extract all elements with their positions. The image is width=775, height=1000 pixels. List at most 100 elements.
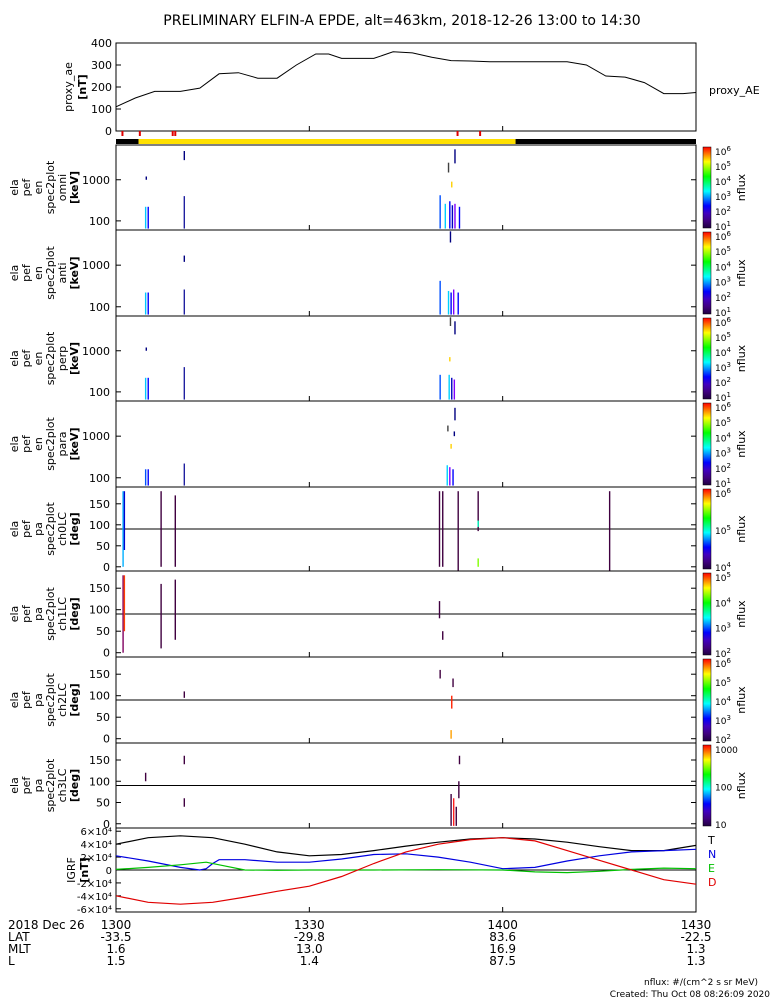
- colorbar-tick-exp: 1: [726, 477, 730, 485]
- y-tick-label: 0: [105, 125, 112, 138]
- y-axis-label-line: pa: [32, 522, 45, 536]
- colorbar-tick-exp: 5: [726, 245, 730, 253]
- colorbar-tick-exp: 6: [726, 145, 731, 153]
- colorbar-label: nflux: [735, 515, 748, 543]
- science-zone-bar: [116, 131, 696, 144]
- y-tick-label: 100: [89, 215, 110, 228]
- y-axis-label-line: pef: [20, 178, 33, 197]
- colorbar-label: nflux: [735, 430, 748, 458]
- colorbar-tick-exp: 3: [726, 361, 730, 369]
- colorbar-tick-label: 104: [715, 260, 731, 273]
- time-tick-label: 1400: [487, 918, 518, 932]
- y-axis-label-line: ch2LC: [56, 683, 69, 717]
- colorbar-tick-exp: 5: [726, 524, 730, 532]
- colorbar-tick-exp: 2: [726, 205, 730, 213]
- colorbar-tick-label: 102: [715, 462, 731, 475]
- y-axis-label-line: [deg]: [68, 597, 81, 630]
- y-tick-label: 50: [96, 797, 110, 810]
- ephemeris-value: -33.5: [100, 930, 131, 944]
- colorbar-tick-label: 103: [715, 276, 731, 289]
- colorbar-tick-exp: 6: [726, 316, 731, 324]
- colorbar-tick-exp: 2: [726, 647, 730, 655]
- y-axis-label-line: spec2plot: [44, 587, 57, 641]
- y-axis-label-line: pef: [20, 690, 33, 709]
- colorbar-tick-exp: 2: [726, 733, 730, 741]
- colorbar-tick-label: 104: [715, 175, 731, 188]
- legend-label: E: [708, 862, 715, 875]
- ephemeris-row-label: L: [8, 954, 15, 968]
- colorbar-tick-exp: 5: [726, 331, 730, 339]
- y-tick-label: 0: [103, 561, 110, 574]
- spectrogram-panel-spec-pa-ch2LC: 0 50 100 150 ela pef pa spec2plot ch2LC [deg] 102 1…: [8, 656, 748, 746]
- colorbar-tick-label: 104: [715, 431, 731, 444]
- ephemeris-table: 2018 Dec 26 LAT -33.5 -29.8 83.6 -22.5 MLT 1.6…: [8, 918, 712, 968]
- colorbar: [702, 146, 712, 229]
- y-axis-label-line: spec2plot: [44, 246, 57, 300]
- y-axis-label-line: pa: [32, 693, 45, 707]
- colorbar-tick-label: 103: [715, 190, 731, 203]
- ephemeris-value: 13.0: [296, 942, 323, 956]
- y-axis-label-line: [deg]: [68, 683, 81, 716]
- colorbar-tick-exp: 5: [726, 571, 730, 579]
- colorbar-tick-label: 105: [715, 331, 731, 344]
- ephemeris-row-label: MLT: [8, 942, 31, 956]
- y-axis-label-line: pef: [20, 263, 33, 282]
- colorbar-tick-label: 100: [715, 784, 732, 794]
- colorbar: [702, 231, 712, 315]
- colorbar-tick-exp: 5: [726, 416, 730, 424]
- proxy-ae-frame: [115, 42, 697, 132]
- y-tick-label: 1000: [82, 430, 110, 443]
- science-marker: [138, 131, 141, 136]
- colorbar-tick-label: 104: [715, 695, 731, 708]
- ephemeris-value: 1.4: [300, 954, 319, 968]
- colorbar-tick-label: 102: [715, 376, 731, 389]
- y-axis-label-line: anti: [56, 262, 69, 283]
- igrf-series-e: [115, 861, 697, 874]
- legend-label: D: [708, 876, 716, 889]
- y-axis-unit: [nT]: [76, 74, 89, 99]
- y-axis-label-line: spec2plot: [44, 673, 57, 727]
- time-tick-label: 1300: [101, 918, 132, 932]
- legend-label: N: [708, 848, 716, 861]
- colorbar-tick-label: 106: [715, 145, 731, 158]
- y-tick-label: 50: [96, 625, 110, 638]
- y-tick-label: 50: [96, 540, 110, 553]
- y-tick-label: 1000: [82, 259, 110, 272]
- colorbar-tick-exp: 4: [726, 431, 731, 439]
- y-axis-label-line: pef: [20, 434, 33, 453]
- colorbar-tick-exp: 2: [726, 376, 730, 384]
- y-tick-label: 100: [91, 103, 112, 116]
- y-axis-label-line: ela: [8, 350, 21, 367]
- panel-frame: [115, 315, 697, 402]
- y-axis-label-line: en: [32, 437, 45, 451]
- y-tick-label: 0: [103, 733, 110, 746]
- colorbar-tick-exp: 6: [726, 230, 731, 238]
- science-marker: [174, 131, 177, 136]
- colorbar-tick-exp: 6: [726, 401, 731, 409]
- colorbar: [702, 658, 712, 742]
- y-tick-label: -2×10⁴: [77, 879, 112, 890]
- colorbar-label: nflux: [735, 771, 748, 799]
- colorbar-tick-exp: 3: [726, 622, 730, 630]
- colorbar-tick-exp: 1: [726, 306, 730, 314]
- y-tick-label: 400: [91, 37, 112, 50]
- y-tick-label: 100: [89, 386, 110, 399]
- y-tick-label: 100: [89, 604, 110, 617]
- colorbar: [702, 572, 712, 656]
- colorbar-tick-label: 105: [715, 524, 731, 537]
- colorbar-tick-label: 104: [715, 346, 731, 359]
- colorbar-label: nflux: [735, 686, 748, 714]
- colorbar-tick-label: 105: [715, 416, 731, 429]
- colorbar-tick-exp: 1: [726, 391, 730, 399]
- colorbar: [702, 317, 712, 400]
- ephemeris-value: 87.5: [489, 954, 516, 968]
- colorbar-tick-exp: 3: [726, 714, 730, 722]
- colorbar-tick-exp: 5: [726, 676, 730, 684]
- figure-title: PRELIMINARY ELFIN-A EPDE, alt=463km, 201…: [163, 13, 640, 29]
- y-axis-label-line: ch3LC: [56, 768, 69, 802]
- colorbar-tick-label: 103: [715, 714, 731, 727]
